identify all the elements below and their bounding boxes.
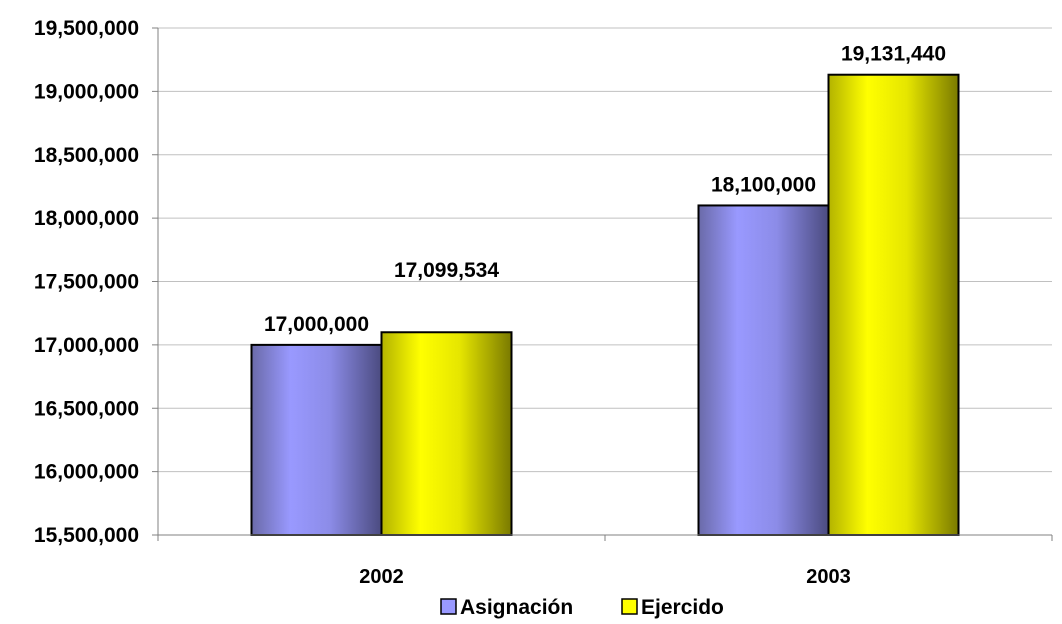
bars [250,73,960,537]
data-label: 17,099,534 [394,259,499,282]
x-tick-label: 2002 [359,566,404,588]
data-label: 17,000,000 [264,313,369,336]
bar [827,73,960,537]
bar [250,343,383,536]
y-tick-label: 18,000,000 [34,207,139,230]
y-tick-label: 16,500,000 [34,397,139,420]
axes [157,28,1053,541]
legend-label: Ejercido [641,596,724,619]
y-tick-label: 17,500,000 [34,271,139,294]
data-labels: 17,000,000 17,099,534 18,100,000 19,131,440 [264,43,946,336]
data-label: 19,131,440 [841,43,946,66]
y-axis-ticks: 15,500,000 16,000,000 16,500,000 17,000,000… [34,17,158,547]
y-tick-label: 19,000,000 [34,80,139,103]
y-tick-label: 19,500,000 [34,17,139,40]
legend-label: Asignación [460,596,573,619]
legend: Asignación Ejercido [440,596,724,619]
legend-swatch [440,598,457,615]
bar [380,331,513,536]
bar [697,204,830,536]
y-tick-label: 17,000,000 [34,334,139,357]
y-tick-label: 16,000,000 [34,461,139,484]
y-tick-label: 18,500,000 [34,144,139,167]
legend-swatch [621,598,638,615]
x-axis-categories: 2002 2003 [359,566,851,588]
x-tick-label: 2003 [806,566,851,588]
y-tick-label: 15,500,000 [34,524,139,547]
data-label: 18,100,000 [711,173,816,196]
